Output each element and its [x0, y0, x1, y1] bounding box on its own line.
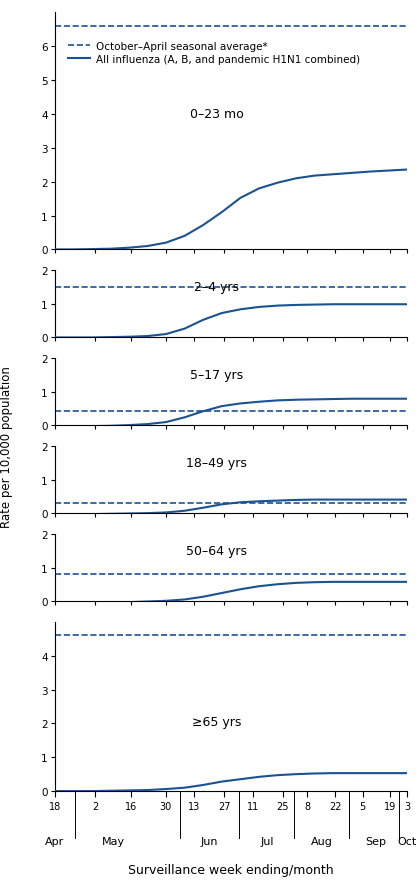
Text: May: May: [101, 836, 124, 846]
Text: Oct: Oct: [398, 836, 417, 846]
Text: Sep: Sep: [366, 836, 387, 846]
Text: Jul: Jul: [261, 836, 274, 846]
Text: 2–4 yrs: 2–4 yrs: [194, 281, 239, 293]
Text: Surveillance week ending/month: Surveillance week ending/month: [128, 864, 334, 876]
Text: 0–23 mo: 0–23 mo: [190, 108, 244, 121]
Text: Aug: Aug: [310, 836, 332, 846]
Text: Rate per 10,000 population: Rate per 10,000 population: [0, 367, 13, 527]
Legend: October–April seasonal average*, All influenza (A, B, and pandemic H1N1 combined: October–April seasonal average*, All inf…: [63, 38, 364, 69]
Text: 18–49 yrs: 18–49 yrs: [186, 457, 247, 469]
Text: Jun: Jun: [200, 836, 218, 846]
Text: 50–64 yrs: 50–64 yrs: [186, 544, 247, 557]
Text: Apr: Apr: [45, 836, 64, 846]
Text: 5–17 yrs: 5–17 yrs: [190, 368, 244, 382]
Text: ≥65 yrs: ≥65 yrs: [192, 715, 242, 728]
